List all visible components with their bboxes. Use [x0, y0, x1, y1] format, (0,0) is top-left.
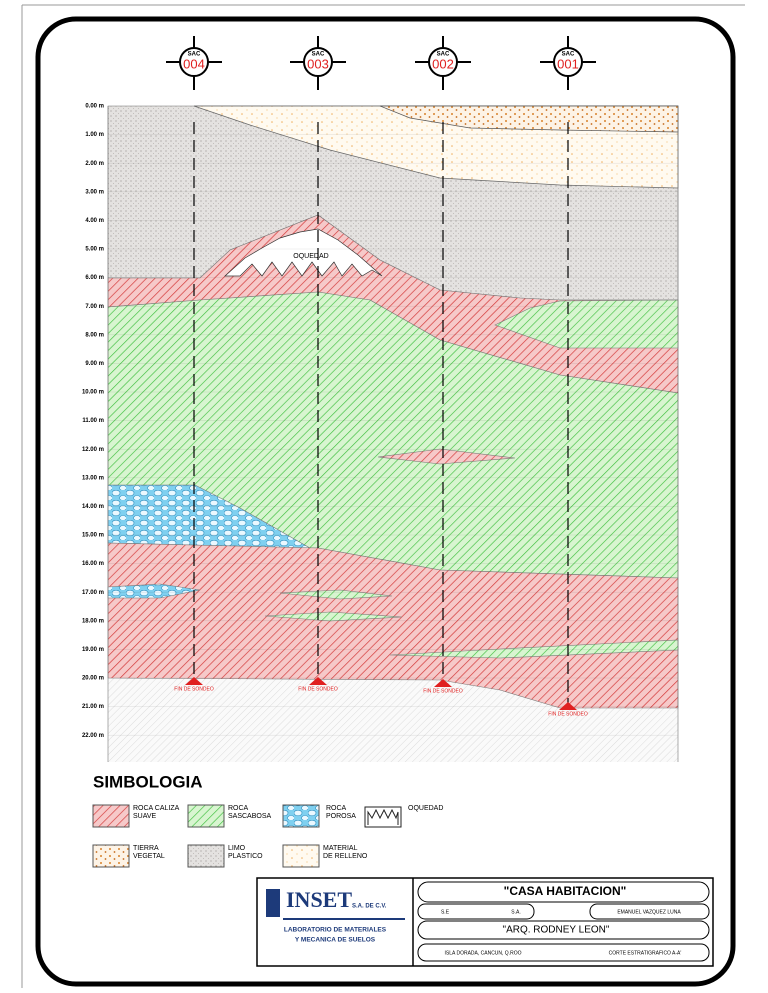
location: ISLA DORADA, CANCUN, Q.ROO — [445, 950, 522, 956]
section — [107, 105, 679, 762]
depth-label: 17.00 m — [82, 590, 104, 596]
pill — [417, 881, 710, 903]
depth-label: 19.00 m — [82, 647, 104, 653]
logo-mark — [266, 889, 280, 917]
legend-text: OQUEDAD — [408, 805, 443, 812]
depth-label: 12.00 m — [82, 447, 104, 453]
legend-text: TIERRA — [133, 845, 159, 852]
company-suffix: S.A. DE C.V. — [352, 904, 387, 910]
legend-text: SASCABOSA — [228, 813, 272, 820]
depth-label: 3.00 m — [85, 189, 104, 195]
swatch-icon — [367, 808, 399, 825]
swatch — [364, 806, 402, 828]
marker-circle — [303, 47, 333, 77]
legend-text: PLASTICO — [228, 853, 263, 860]
client: "ARQ. RODNEY LEON" — [503, 925, 610, 936]
depth-label: 22.00 m — [82, 733, 104, 739]
legend-text: SUAVE — [133, 813, 157, 820]
depth-label: 20.00 m — [82, 676, 104, 682]
depth-label: 6.00 m — [85, 275, 104, 281]
borehole-code: SAC — [562, 52, 575, 58]
legend-text: ROCA CALIZA — [133, 805, 180, 812]
pill — [417, 903, 535, 920]
swatch — [187, 844, 225, 868]
units: S.A. — [511, 909, 520, 915]
lab-line: Y MECANICA DE SUELOS — [295, 937, 376, 944]
end-label: FIN DE SONDEO — [423, 688, 463, 694]
borehole-number: 001 — [557, 56, 579, 71]
legend-text: DE RELLENO — [323, 853, 368, 860]
limestone-lens — [377, 448, 516, 465]
depth-label: 8.00 m — [85, 332, 104, 338]
depth-label: 0.00 m — [85, 104, 104, 110]
limestone-layer — [107, 542, 679, 709]
block-border — [256, 877, 714, 967]
marker-circle — [428, 47, 458, 77]
drawing-name: CORTE ESTRATIGRAFICO A-A' — [609, 950, 682, 956]
marker-circle — [553, 47, 583, 77]
depth-label: 1.00 m — [85, 132, 104, 138]
legend-text: ROCA — [228, 805, 249, 812]
depth-label: 10.00 m — [82, 390, 104, 396]
scale: S.E — [441, 909, 450, 915]
pill — [417, 943, 710, 962]
depth-label: 5.00 m — [85, 247, 104, 253]
project: "CASA HABITACION" — [504, 884, 627, 898]
depth-label: 9.00 m — [85, 361, 104, 367]
company: INSET — [286, 887, 352, 912]
depth-label: 21.00 m — [82, 704, 104, 710]
lab-line: LABORATORIO DE MATERIALES — [284, 927, 387, 934]
legend-text: VEGETAL — [133, 853, 165, 860]
cavity — [224, 228, 383, 277]
borehole-code: SAC — [188, 52, 201, 58]
end-label: FIN DE SONDEO — [298, 686, 338, 692]
depth-label: 18.00 m — [82, 618, 104, 624]
legend-text: ROCA — [326, 805, 347, 812]
legend-title: SIMBOLOGIA — [93, 772, 203, 791]
depth-label: 2.00 m — [85, 161, 104, 167]
end-label: FIN DE SONDEO — [174, 686, 214, 692]
depth-label: 13.00 m — [82, 475, 104, 481]
swatch — [92, 804, 130, 828]
title-block: INSET S.A. DE C.V. LABORATORIO DE MATERI… — [256, 877, 714, 967]
swatch — [282, 844, 320, 868]
depth-label: 11.00 m — [82, 418, 104, 424]
depth-label: 16.00 m — [82, 561, 104, 567]
depth-label: 7.00 m — [85, 304, 104, 310]
borehole-code: SAC — [312, 52, 325, 58]
swatch — [282, 804, 320, 828]
legend-text: MATERIAL — [323, 845, 358, 852]
legend-text: LIMO — [228, 845, 246, 852]
borehole-number: 004 — [183, 56, 205, 71]
sascab-lens — [264, 611, 403, 622]
borehole-number: 003 — [307, 56, 329, 71]
legend-text: POROSA — [326, 813, 356, 820]
swatch — [187, 804, 225, 828]
borehole-code: SAC — [437, 52, 450, 58]
pill — [589, 903, 710, 920]
pill — [417, 920, 710, 940]
swatch — [92, 844, 130, 868]
end-marker — [434, 679, 452, 687]
frame — [35, 16, 736, 987]
end-marker — [559, 702, 577, 710]
depth-label: 4.00 m — [85, 218, 104, 224]
drawn-by: EMANUEL VAZQUEZ LUNA — [617, 909, 681, 915]
cavity-label: OQUEDAD — [293, 253, 328, 260]
sascab-lens — [279, 589, 393, 600]
borehole-number: 002 — [432, 56, 454, 71]
depth-label: 14.00 m — [82, 504, 104, 510]
depth-label: 15.00 m — [82, 533, 104, 539]
marker-circle — [179, 47, 209, 77]
end-label: FIN DE SONDEO — [548, 711, 588, 717]
end-marker — [185, 677, 203, 685]
end-marker — [309, 677, 327, 685]
legend-swatches — [92, 804, 402, 868]
